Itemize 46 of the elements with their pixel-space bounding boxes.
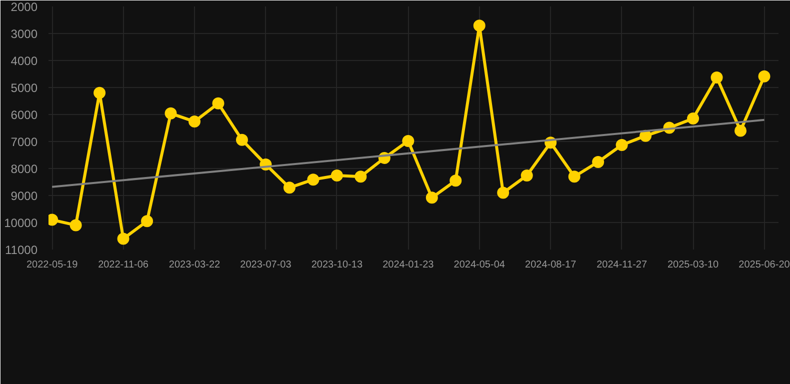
point [212,97,224,110]
point [710,72,723,84]
x-tick-label: 2023-07-03 [240,260,292,270]
x-tick-label: 2024-08-17 [525,260,577,270]
point [450,174,462,187]
y-tick-label: 11000 [5,243,38,257]
point [283,182,296,194]
x-tick-label: 2022-11-06 [98,260,149,270]
point [568,170,580,183]
x-tick-label: 2024-01-23 [382,260,434,270]
point [402,134,414,147]
point [616,139,628,151]
y-tick-label: 8000 [10,162,38,176]
x-tick-label: 2024-05-04 [454,260,506,270]
y-tick-label: 9000 [10,189,38,203]
point [307,174,320,186]
x-tick-label: 2022-05-19 [26,260,78,270]
point [354,170,367,183]
point [117,232,130,245]
x-tick-label: 2023-10-13 [311,260,363,270]
point [473,20,486,32]
point [687,112,700,125]
y-tick-label: 2000 [10,0,38,14]
point [592,156,604,168]
y-tick-label: 5000 [10,81,38,95]
y-tick-label: 7000 [10,135,38,149]
point [141,215,154,228]
x-tick-label: 2023-03-22 [168,260,221,270]
point [497,186,510,199]
point [236,134,248,146]
point [164,107,177,120]
point [70,219,82,232]
y-tick-label: 10000 [4,216,38,230]
x-tick-label: 2024-11-27 [596,260,648,270]
point [94,86,106,99]
point [520,170,533,182]
point [330,170,343,182]
x-tick-label: 2025-06-20 [738,260,790,270]
y-tick-label: 3000 [10,27,38,41]
y-tick-label: 6000 [10,108,38,122]
point [188,116,200,128]
y-tick-label: 4000 [10,54,38,68]
point [426,192,438,204]
point [758,70,770,82]
x-tick-label: 2025-03-10 [667,260,720,270]
point [734,124,747,137]
